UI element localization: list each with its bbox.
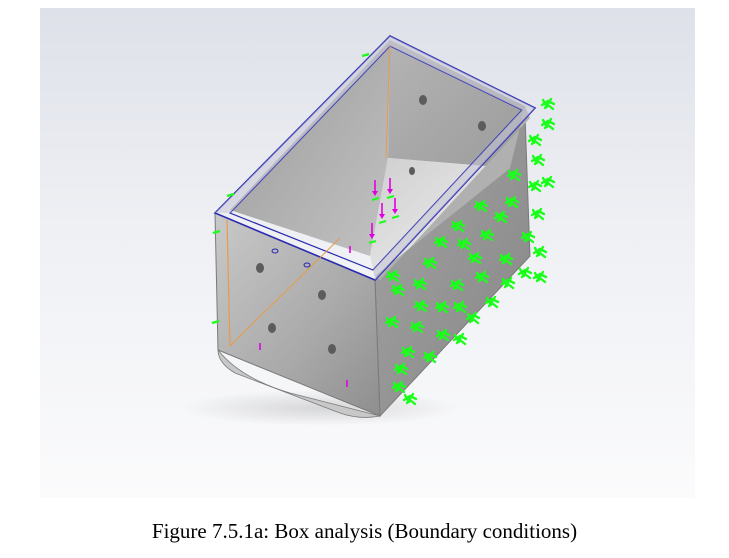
fixture-symbol	[540, 117, 556, 131]
fixture-mark	[212, 229, 221, 235]
fixture-symbols	[211, 52, 556, 406]
fixture-symbol	[530, 153, 546, 167]
fixture-symbol	[422, 350, 438, 364]
bottom-edge	[217, 348, 381, 418]
load-arrow	[368, 223, 377, 244]
box-model-render	[180, 35, 556, 426]
fixture-symbol	[479, 228, 495, 242]
fixture-symbol	[532, 245, 548, 259]
fixture-symbol	[474, 270, 490, 284]
cad-viewport	[40, 8, 695, 498]
fixture-symbol	[500, 276, 516, 290]
fixture-symbol	[449, 278, 465, 292]
fixture-symbol	[517, 266, 533, 280]
split-line-left	[226, 219, 231, 347]
fixture-symbol	[433, 235, 449, 249]
fixture-symbol	[422, 256, 438, 270]
hole	[328, 344, 336, 354]
figure-caption: Figure 7.5.1a: Box analysis (Boundary co…	[151, 519, 578, 543]
load-arrow	[371, 180, 380, 201]
fixture-symbol	[390, 283, 406, 297]
fixture-symbol	[384, 315, 400, 329]
split-line-diagonal	[229, 237, 341, 347]
load-arrows	[259, 178, 400, 387]
rim-top	[215, 36, 535, 280]
inner-back-wall	[388, 40, 525, 168]
hole	[478, 121, 486, 131]
hole	[318, 290, 326, 300]
fixture-symbol	[493, 210, 509, 224]
fixture-symbol	[540, 175, 556, 189]
hole	[409, 167, 415, 175]
wall-holes	[256, 95, 486, 354]
fixture-symbol	[498, 252, 514, 266]
fixture-symbol	[520, 230, 536, 244]
fixture-symbol	[506, 168, 522, 182]
ground-shadow	[180, 390, 460, 426]
fixture-symbol	[540, 97, 556, 111]
fixture-symbol	[527, 133, 543, 147]
fixture-symbol	[452, 332, 468, 346]
hole	[256, 263, 264, 273]
fixture-symbol	[530, 207, 546, 221]
load-arrow	[378, 203, 387, 224]
fixture-mark	[211, 319, 220, 325]
fixture-symbol	[385, 269, 401, 283]
fixture-symbol	[412, 277, 428, 291]
fixture-symbol	[456, 237, 472, 251]
fixture-symbol	[434, 300, 450, 314]
fixture-symbol	[450, 219, 466, 233]
hole	[419, 95, 427, 105]
fixture-symbol	[409, 320, 425, 334]
hole	[303, 262, 311, 268]
fixture-symbol	[452, 300, 468, 314]
fixture-symbol	[435, 328, 451, 342]
load-arrow	[386, 178, 395, 199]
inner-left-wall	[230, 40, 390, 256]
fixture-symbol	[400, 345, 416, 359]
fixture-symbol	[467, 251, 483, 265]
fixture-symbol	[465, 311, 481, 325]
fixture-symbol	[527, 179, 543, 193]
fixture-symbol	[393, 362, 409, 376]
fixture-symbol	[504, 195, 520, 209]
fixture-symbol	[532, 270, 548, 284]
fixture-symbol	[391, 380, 407, 394]
fixture-symbol	[473, 199, 489, 213]
fixture-mark	[361, 52, 370, 58]
load-arrow	[391, 198, 400, 219]
hole	[271, 248, 279, 254]
fixture-mark	[226, 192, 235, 198]
fixture-symbol	[402, 392, 418, 406]
hole	[268, 323, 276, 333]
split-line-back	[385, 45, 391, 159]
fixture-symbol	[484, 295, 500, 309]
fixture-symbol	[413, 299, 429, 313]
